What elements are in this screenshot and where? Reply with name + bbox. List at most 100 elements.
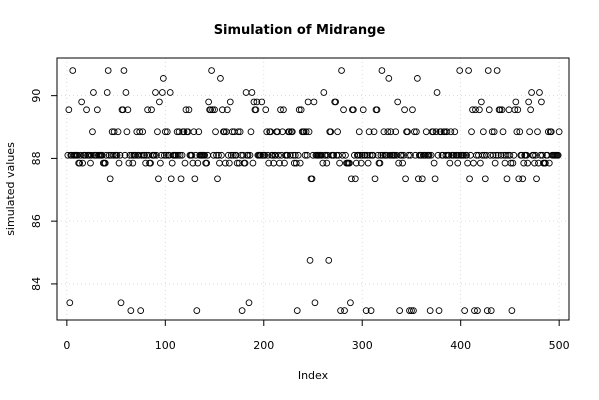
data-point (119, 106, 127, 114)
data-point (293, 307, 301, 314)
data-point (87, 159, 94, 167)
data-point (351, 175, 359, 183)
data-point (276, 159, 283, 167)
y-tick-label: 88 (30, 151, 43, 165)
x-tick-label: 500 (549, 339, 570, 352)
data-point (409, 106, 416, 114)
data-point (287, 151, 294, 159)
data-point (226, 98, 234, 106)
data-point (505, 106, 513, 114)
data-point (281, 159, 288, 167)
data-point (408, 307, 415, 314)
data-point (310, 98, 318, 106)
data-point (261, 151, 269, 159)
data-point (519, 175, 527, 183)
data-point (90, 89, 97, 96)
data-point (188, 151, 196, 159)
data-point (528, 89, 535, 96)
data-point (544, 128, 552, 136)
data-point (513, 128, 521, 136)
y-axis-label: simulated values (4, 142, 17, 236)
data-point (520, 159, 528, 167)
data-point (460, 151, 468, 159)
data-point (98, 151, 106, 159)
data-point (367, 307, 375, 314)
data-point (374, 151, 382, 159)
data-point (104, 67, 112, 74)
x-tick-label: 200 (253, 339, 274, 352)
data-point (201, 151, 209, 159)
data-point (422, 128, 430, 136)
data-point (407, 151, 414, 159)
data-point (213, 151, 220, 159)
data-point (300, 128, 308, 136)
data-point (393, 151, 401, 159)
data-point (387, 128, 395, 136)
data-point (507, 159, 515, 167)
data-point (456, 67, 464, 74)
data-point (175, 128, 183, 136)
data-point (239, 151, 247, 159)
data-point (101, 159, 109, 167)
data-point (511, 106, 519, 114)
data-point (470, 159, 477, 167)
data-point (378, 67, 386, 74)
data-point (413, 128, 420, 136)
data-point (508, 307, 516, 314)
data-point (203, 159, 211, 167)
data-point (335, 151, 342, 159)
data-point (379, 151, 387, 159)
data-point (232, 151, 240, 159)
data-point (158, 151, 165, 159)
data-point (110, 128, 118, 136)
x-tick-label: 300 (352, 339, 373, 352)
data-point (502, 151, 510, 159)
data-point (434, 151, 442, 159)
data-point (127, 307, 135, 314)
data-point (524, 159, 532, 167)
data-point (194, 159, 202, 167)
data-point (491, 159, 499, 167)
data-point (214, 175, 221, 183)
data-point (512, 98, 520, 106)
data-point (334, 128, 341, 136)
plot-frame (56, 57, 570, 321)
data-point (376, 159, 384, 167)
data-point (320, 89, 328, 96)
data-point (116, 151, 124, 159)
data-point (481, 175, 489, 183)
data-point (233, 159, 241, 167)
data-point (291, 151, 299, 159)
data-point (178, 151, 186, 159)
data-point (250, 98, 258, 106)
data-point (539, 151, 546, 159)
data-point (288, 128, 296, 136)
data-point (385, 75, 393, 82)
data-point (88, 151, 95, 159)
data-points (64, 67, 563, 314)
data-point (153, 151, 160, 159)
data-point (152, 89, 159, 96)
data-point (205, 98, 212, 106)
data-point (216, 159, 223, 167)
data-point (451, 128, 459, 136)
data-point (465, 67, 472, 74)
data-point (346, 159, 353, 167)
data-point (427, 151, 435, 159)
data-point (174, 151, 182, 159)
data-point (129, 159, 137, 167)
data-point (167, 175, 175, 183)
data-point (223, 106, 231, 114)
data-point (533, 175, 540, 183)
data-point (247, 128, 255, 136)
data-point (225, 159, 233, 167)
data-point (498, 106, 506, 114)
data-point (113, 151, 121, 159)
data-point (257, 151, 265, 159)
data-point (516, 128, 524, 136)
data-point (253, 98, 261, 106)
data-point (182, 106, 190, 114)
data-point (229, 151, 237, 159)
data-point (218, 151, 225, 159)
data-point (466, 175, 473, 183)
